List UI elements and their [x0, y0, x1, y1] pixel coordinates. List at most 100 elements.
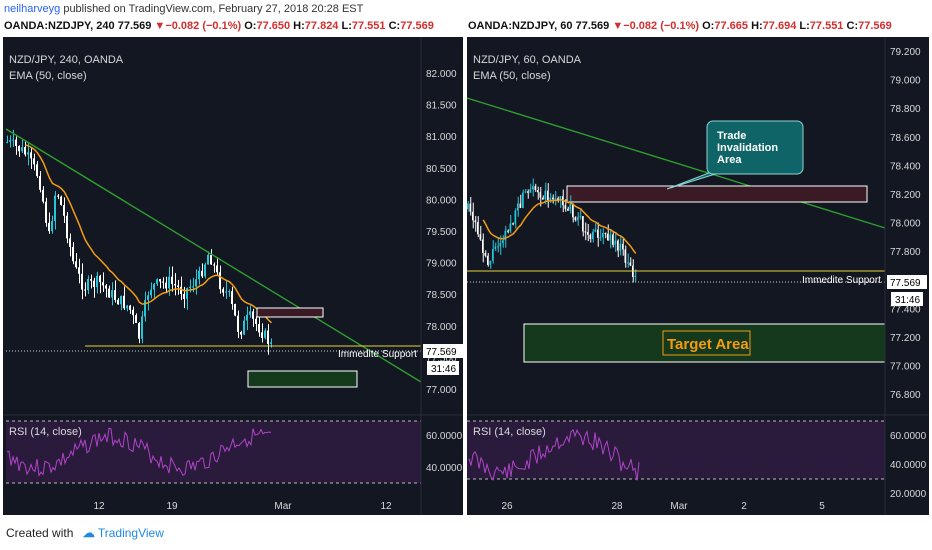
trade-invalidation-callout[interactable]	[706, 120, 804, 175]
candle-body	[514, 210, 516, 224]
right-l-label: L:	[799, 20, 810, 32]
candle-body	[72, 246, 74, 262]
candle-body	[634, 275, 636, 277]
y-tick-label: 79.000	[426, 259, 457, 270]
candle-body	[165, 282, 167, 289]
candle-body	[30, 152, 32, 159]
candle-body	[497, 246, 499, 248]
candle-body	[502, 240, 504, 244]
candle-body	[195, 279, 197, 287]
publish-text: published on TradingView.com, February 2…	[60, 3, 364, 15]
left-y-axis: 82.000 81.500 81.000 80.500 80.000 79.500 79.0…	[426, 69, 457, 396]
right-rsi-label: RSI (14, close)	[473, 426, 546, 438]
left-trendline[interactable]	[5, 128, 422, 383]
candle-body	[48, 222, 50, 232]
candle-body	[607, 233, 609, 241]
candle-body	[512, 223, 514, 225]
y-tick-label: 76.800	[890, 390, 921, 401]
y-tick-label: 77.200	[890, 333, 921, 344]
left-high: 77.824	[304, 20, 339, 32]
candle-body	[75, 261, 77, 268]
candle-body	[42, 189, 44, 202]
y-tick-label: 78.400	[890, 161, 921, 172]
candle-body	[264, 330, 266, 338]
candle-body	[599, 237, 601, 239]
candle-body	[544, 190, 546, 200]
candle-body	[117, 299, 119, 305]
candle-body	[213, 264, 215, 266]
candle-body	[9, 140, 11, 142]
candle-body	[477, 222, 479, 235]
candle-body	[549, 197, 551, 201]
y-tick-label: 77.500	[426, 353, 457, 364]
candle-body	[587, 231, 589, 235]
left-chart[interactable]: Immedite Support NZD/JPY, 240, OANDA EMA…	[3, 37, 463, 515]
x-tick-label: 26	[501, 501, 513, 512]
candle-body	[144, 300, 146, 317]
candle-body	[183, 294, 185, 299]
right-invalidation-zone[interactable]	[566, 185, 868, 203]
y-tick-label: 81.500	[426, 101, 457, 112]
candle-body	[270, 342, 272, 344]
right-close: 77.569	[858, 20, 892, 32]
candle-body	[159, 279, 161, 282]
right-support-label: Immedite Support	[802, 275, 881, 286]
left-support-label: Immedite Support	[338, 349, 417, 360]
left-open: 77.650	[256, 20, 291, 32]
y-tick-label: 79.500	[426, 227, 457, 238]
candle-body	[36, 164, 38, 177]
y-tick-label: 80.000	[426, 195, 457, 206]
left-rsi-tick-40: 40.0000	[426, 463, 463, 474]
candle-body	[534, 186, 536, 190]
left-target-zone[interactable]	[247, 370, 358, 388]
right-high: 77.694	[762, 20, 797, 32]
left-invalidation-zone[interactable]	[256, 307, 324, 318]
candle-body	[99, 275, 101, 283]
x-tick-label: 2	[741, 501, 747, 512]
candle-body	[479, 234, 481, 240]
candle-body	[572, 203, 574, 218]
left-x-axis: 12 19 Mar 12	[93, 501, 392, 512]
candle-body	[547, 190, 549, 201]
candle-body	[171, 276, 173, 284]
left-rsi-band	[6, 421, 421, 483]
y-tick-label: 81.000	[426, 132, 457, 143]
right-chart[interactable]: Target Area Immedite Support Trade Inval…	[467, 37, 929, 515]
candle-body	[554, 198, 556, 200]
x-tick-label: 5	[819, 501, 825, 512]
right-change: −0.082 (−0.1%)	[623, 20, 700, 32]
candle-body	[27, 152, 29, 155]
candle-body	[529, 189, 531, 193]
y-tick-label: 80.500	[426, 164, 457, 175]
footer: Created with ☁ TradingView	[6, 526, 164, 540]
candle-body	[234, 304, 236, 316]
candle-body	[258, 323, 260, 333]
candle-body	[594, 229, 596, 232]
y-tick-label: 78.500	[426, 290, 457, 301]
tradingview-link[interactable]: TradingView	[97, 526, 164, 540]
candle-body	[494, 246, 496, 250]
candle-body	[489, 260, 491, 265]
y-tick-label: 79.000	[890, 76, 921, 87]
candle-body	[33, 158, 35, 165]
right-trendline[interactable]	[467, 97, 886, 229]
candle-body	[574, 217, 576, 221]
down-arrow-icon: ▼	[612, 20, 624, 32]
candle-body	[93, 280, 95, 287]
candle-body	[592, 231, 594, 240]
candle-body	[614, 240, 616, 245]
candle-body	[150, 289, 152, 296]
target-area-label: Target Area	[667, 336, 749, 353]
right-symbol: OANDA:NZDJPY, 60	[468, 20, 573, 32]
candle-body	[609, 234, 611, 241]
candle-body	[153, 283, 155, 290]
candle-body	[267, 330, 269, 344]
author-link[interactable]: neilharveyg	[4, 3, 61, 15]
candle-body	[564, 205, 566, 209]
candle-body	[87, 279, 89, 291]
created-with-text: Created with	[6, 526, 74, 540]
candle-body	[261, 332, 263, 338]
left-close: 77.569	[400, 20, 434, 32]
candle-body	[123, 295, 125, 309]
candle-body	[189, 286, 191, 289]
